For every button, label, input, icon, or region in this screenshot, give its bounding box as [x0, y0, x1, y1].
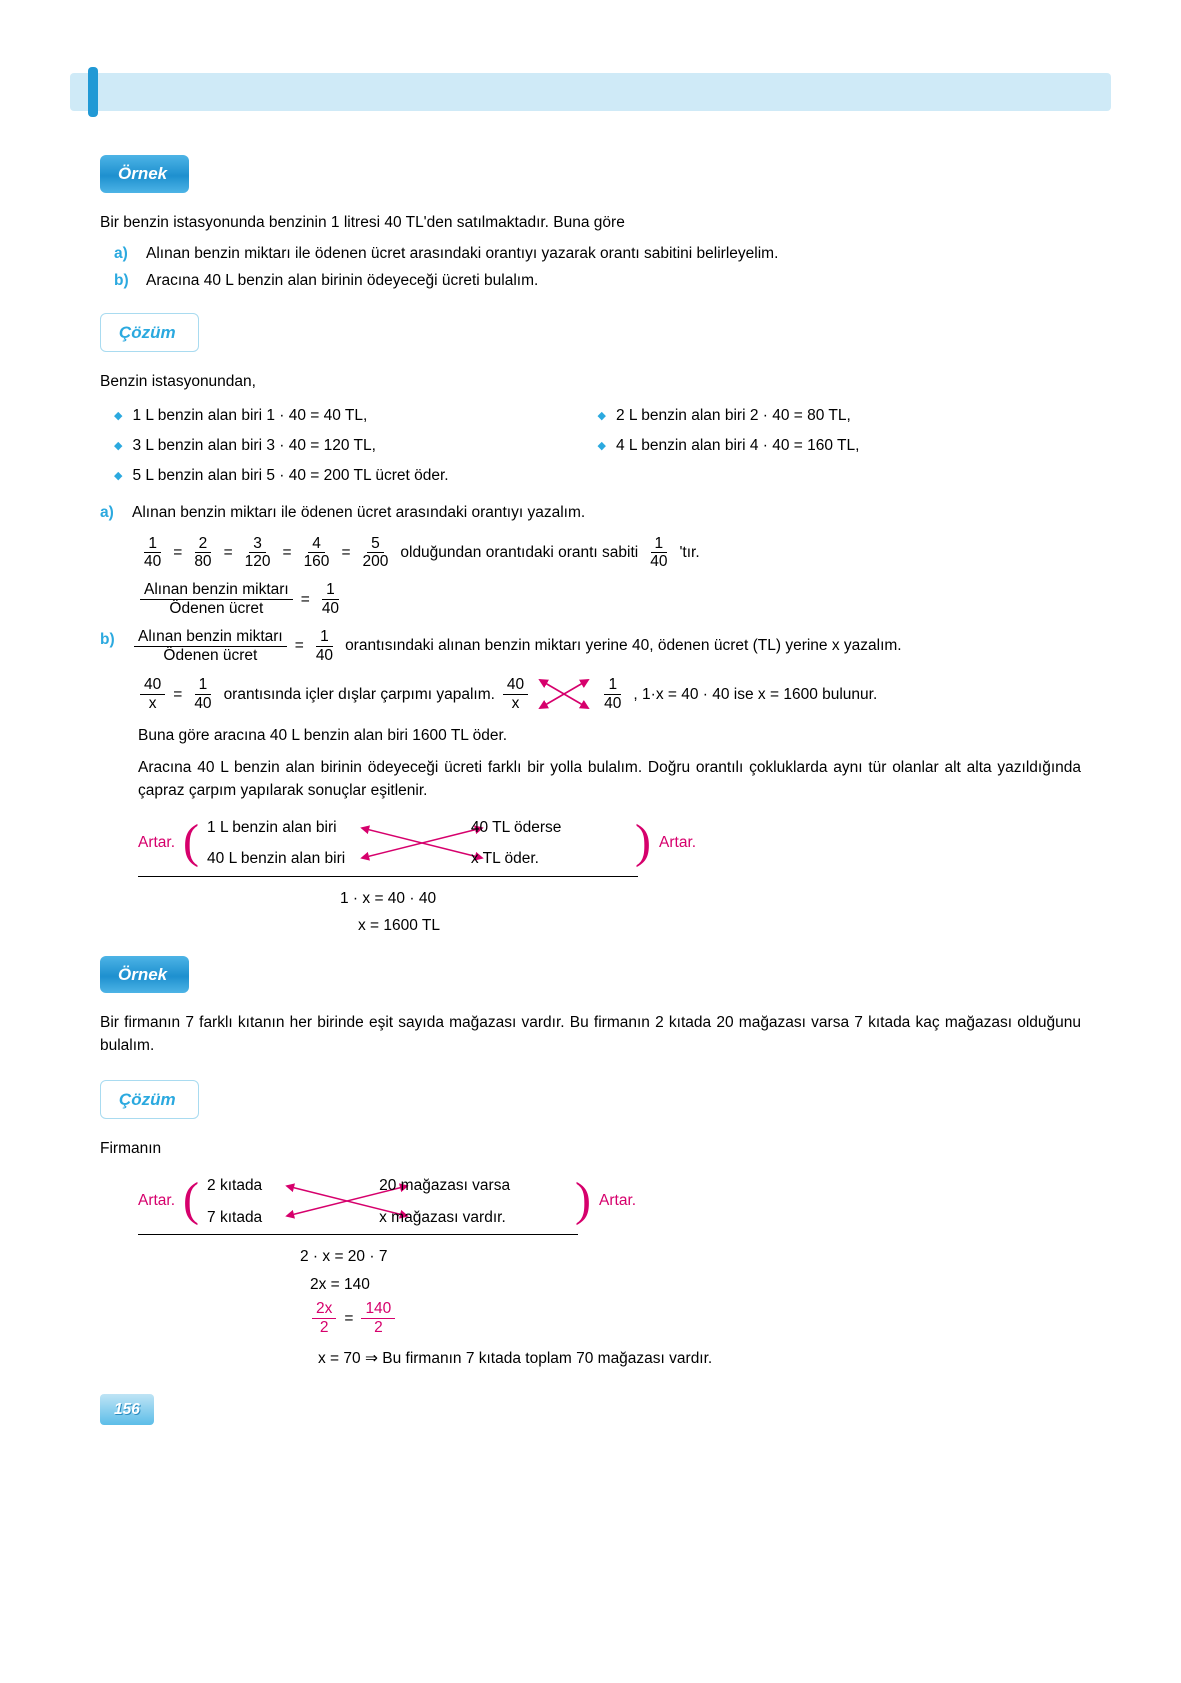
diamond-icon: ◆ [598, 404, 606, 428]
cozum-badge: Çözüm [100, 1080, 199, 1120]
sol1-b-result: Buna göre aracına 40 L benzin alan biri … [138, 724, 1081, 747]
ex2-intro: Bir firmanın 7 farklı kıtanın her birind… [100, 1011, 1081, 1058]
sol1-a-intro: Alınan benzin miktarı ile ödenen ücret a… [132, 501, 1081, 524]
label-a: a) [100, 501, 122, 524]
bullet-item: ◆3 L benzin alan biri 3 · 40 = 120 TL, [114, 434, 598, 458]
ornek-badge: Örnek [100, 956, 189, 994]
chapter-header-bar [70, 73, 1111, 111]
bullet-item: ◆5 L benzin alan biri 5 · 40 = 200 TL üc… [114, 464, 1081, 488]
bullet-item: ◆2 L benzin alan biri 2 · 40 = 80 TL, [598, 404, 1082, 428]
ex1-intro: Bir benzin istasyonunda benzinin 1 litre… [100, 211, 1081, 234]
label-b: b) [114, 269, 136, 292]
ratio-definition: Alınan benzin miktarıÖdenen ücret = 140 [138, 581, 1081, 618]
fraction-chain: 140= 280= 3120= 4160= 5200 olduğundan or… [138, 535, 1081, 572]
bullet-list: ◆1 L benzin alan biri 1 · 40 = 40 TL, ◆2… [114, 401, 1081, 491]
bullet-item: ◆4 L benzin alan biri 4 · 40 = 160 TL, [598, 434, 1082, 458]
cross-diagram-2: Artar. ( 2 kıtada 20 mağazası varsa 7 kı… [138, 1174, 1081, 1226]
diamond-icon: ◆ [114, 434, 122, 458]
sol1-intro: Benzin istasyonundan, [100, 370, 1081, 393]
divider [138, 876, 638, 877]
diamond-icon: ◆ [114, 404, 122, 428]
ex1-item-b: b) Aracına 40 L benzin alan birinin ödey… [114, 269, 1081, 292]
sol2-intro: Firmanın [100, 1137, 1081, 1160]
sol2-equations: 2 · x = 20 · 7 2x = 140 2x2 = 1402 x = 7… [300, 1245, 1081, 1369]
ex1-a-text: Alınan benzin miktarı ile ödenen ücret a… [146, 242, 778, 265]
ex1-item-a: a) Alınan benzin miktarı ile ödenen ücre… [114, 242, 1081, 265]
ex1-b-text: Aracına 40 L benzin alan birinin ödeyece… [146, 269, 538, 292]
sol1-b-line1: Alınan benzin miktarıÖdenen ücret = 140 … [132, 628, 1081, 665]
cross-diagram-1: Artar. ( 1 L benzin alan biri 40 TL öder… [138, 816, 1081, 868]
cozum-badge: Çözüm [100, 313, 199, 353]
diamond-icon: ◆ [114, 464, 122, 488]
diamond-icon: ◆ [598, 434, 606, 458]
page-number: 156 [100, 1394, 154, 1425]
label-a: a) [114, 242, 136, 265]
bullet-item: ◆1 L benzin alan biri 1 · 40 = 40 TL, [114, 404, 598, 428]
label-b: b) [100, 628, 122, 665]
sol1-b-line2: 40x = 140 orantısında içler dışlar çarpı… [138, 674, 1081, 714]
sol1-alt-intro: Aracına 40 L benzin alan birinin ödeyece… [138, 756, 1081, 803]
ornek-badge: Örnek [100, 155, 189, 193]
divider [138, 1234, 578, 1235]
cross-multiply-icon [536, 674, 592, 714]
cross1-equations: 1 · x = 40 · 40 x = 1600 TL [340, 887, 1081, 938]
